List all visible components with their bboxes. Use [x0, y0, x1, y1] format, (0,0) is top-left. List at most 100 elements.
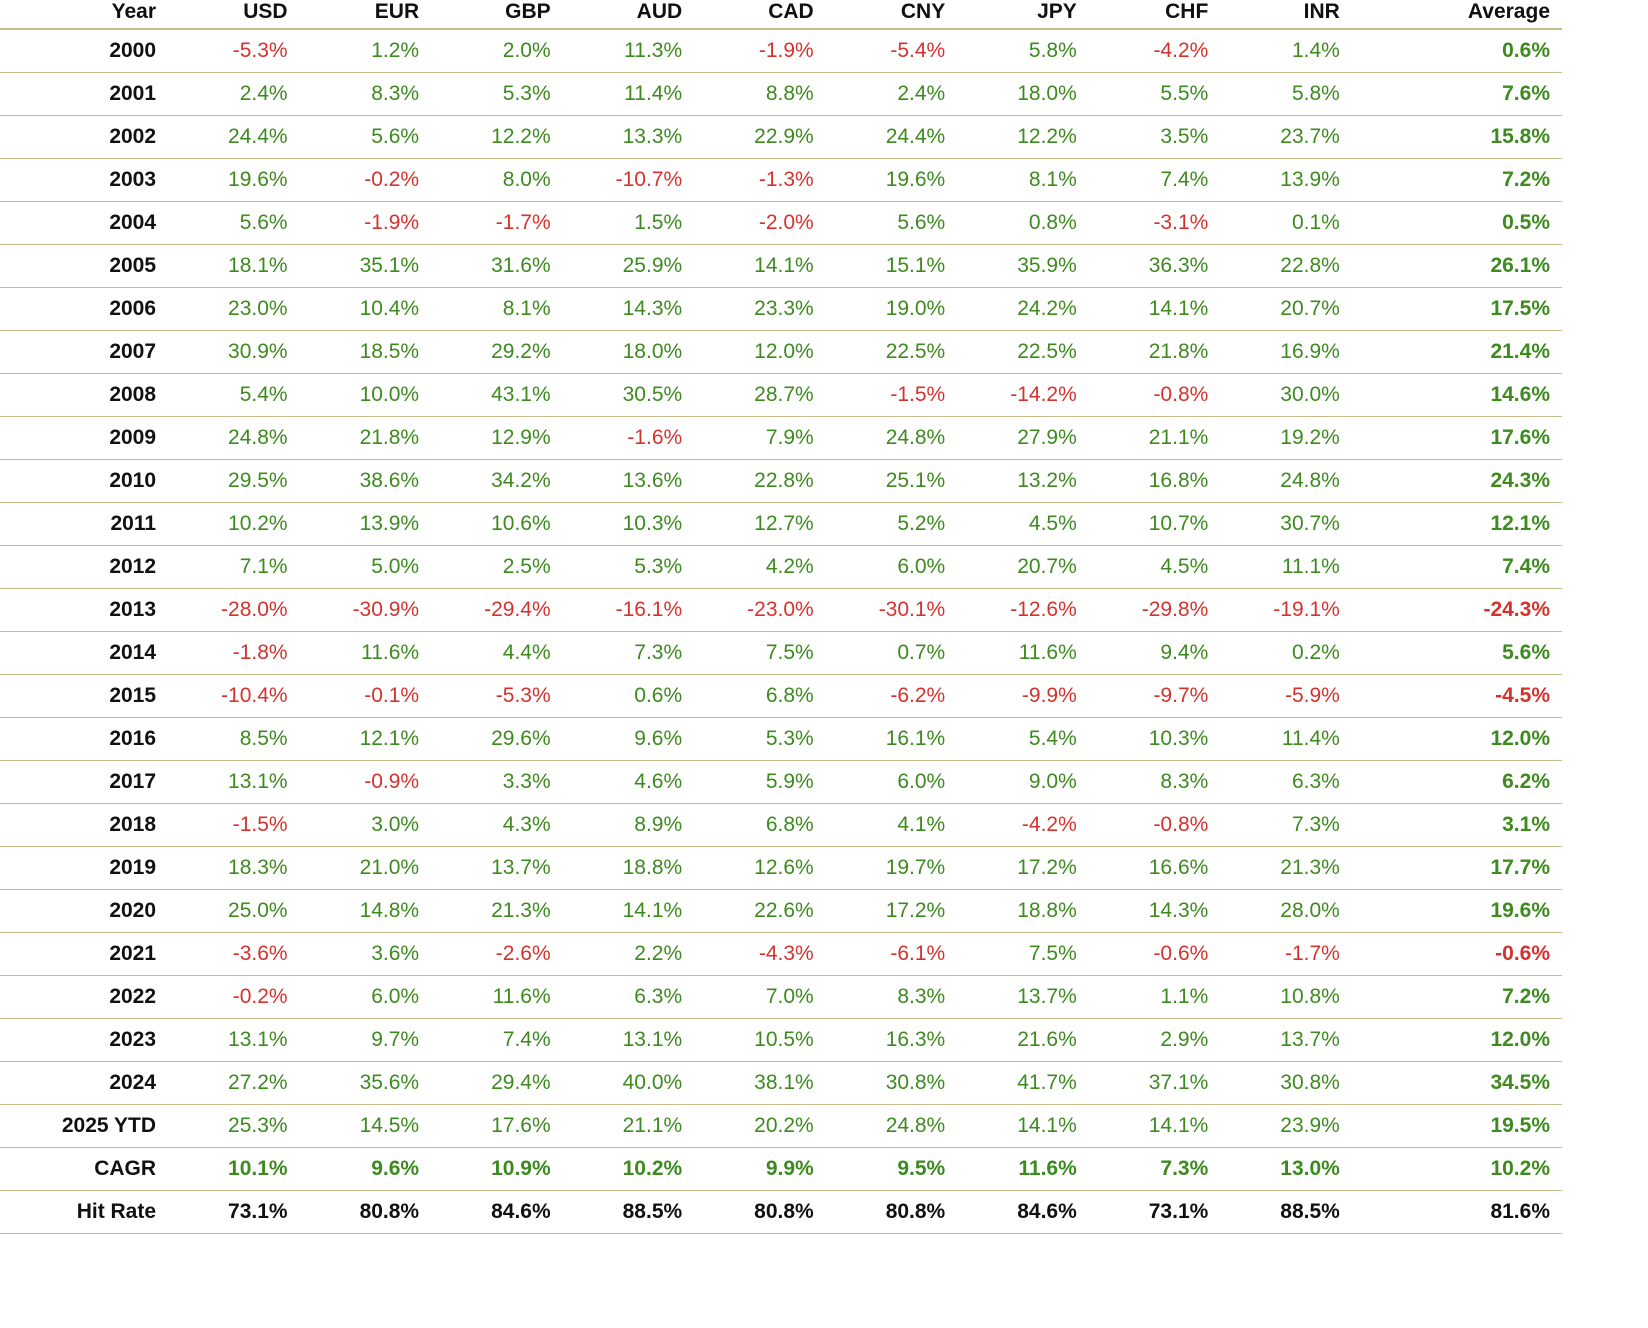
cell-gbp: 13.7% — [431, 846, 563, 890]
cell-cny: -1.5% — [825, 373, 958, 417]
cell-aud: 13.3% — [562, 115, 695, 159]
returns-table: Year USD EUR GBP AUD CAD CNY JPY CHF INR Average 2… — [0, 0, 1562, 1234]
cell-gbp: 17.6% — [431, 1104, 563, 1148]
cell-aud: 0.6% — [562, 674, 695, 718]
table-row: 2003 19.6% -0.2% 8.0% -10.7% -1.3% 19.6% 8.1% 7.… — [0, 158, 1562, 202]
cell-usd: 27.2% — [168, 1061, 300, 1105]
cell-cad: 7.9% — [694, 416, 826, 460]
cell-average: 34.5% — [1351, 1061, 1562, 1105]
row-label: 2009 — [0, 416, 169, 460]
cell-eur: -0.2% — [299, 158, 432, 202]
cell-chf: -0.8% — [1088, 373, 1221, 417]
cell-average: 12.0% — [1351, 1018, 1562, 1062]
table-row: 2017 13.1% -0.9% 3.3% 4.6% 5.9% 6.0% 9.0% 8.3% 6.… — [0, 760, 1562, 804]
cell-average: 24.3% — [1351, 459, 1562, 503]
cell-jpy: 84.6% — [957, 1190, 1089, 1234]
cell-chf: 7.4% — [1088, 158, 1221, 202]
cell-cad: 12.0% — [694, 330, 826, 374]
row-label: 2008 — [0, 373, 169, 417]
row-label: Hit Rate — [0, 1190, 169, 1234]
cell-usd: -1.5% — [168, 803, 300, 847]
cell-aud: 6.3% — [562, 975, 695, 1019]
cell-inr: 13.7% — [1220, 1018, 1352, 1062]
cell-average: 15.8% — [1351, 115, 1562, 159]
cell-chf: 1.1% — [1088, 975, 1221, 1019]
cell-average: 17.6% — [1351, 416, 1562, 460]
cell-jpy: 18.8% — [957, 889, 1089, 933]
cell-jpy: 13.2% — [957, 459, 1089, 503]
cell-chf: 4.5% — [1088, 545, 1221, 589]
row-label: 2007 — [0, 330, 169, 374]
table-row: 2023 13.1% 9.7% 7.4% 13.1% 10.5% 16.3% 21.6% 2.9… — [0, 1018, 1562, 1062]
cell-gbp: 43.1% — [431, 373, 563, 417]
cell-cad: 4.2% — [694, 545, 826, 589]
cell-average: 19.5% — [1351, 1104, 1562, 1148]
cell-aud: 10.3% — [562, 502, 695, 546]
cell-usd: 18.1% — [168, 244, 300, 288]
cell-chf: -0.8% — [1088, 803, 1221, 847]
cell-eur: 35.1% — [299, 244, 432, 288]
cell-jpy: 22.5% — [957, 330, 1089, 374]
cell-cad: 22.9% — [694, 115, 826, 159]
table-row: 2014 -1.8% 11.6% 4.4% 7.3% 7.5% 0.7% 11.6% 9.4% 0… — [0, 631, 1562, 675]
row-label: 2011 — [0, 502, 169, 546]
cell-inr: 11.1% — [1220, 545, 1352, 589]
cell-inr: 19.2% — [1220, 416, 1352, 460]
cell-cad: 9.9% — [694, 1147, 826, 1191]
table-row: 2006 23.0% 10.4% 8.1% 14.3% 23.3% 19.0% 24.2% 14… — [0, 287, 1562, 331]
cell-average: 7.4% — [1351, 545, 1562, 589]
column-header-chf: CHF — [1088, 0, 1221, 30]
cell-aud: -1.6% — [562, 416, 695, 460]
cell-usd: 8.5% — [168, 717, 300, 761]
cell-jpy: 17.2% — [957, 846, 1089, 890]
cell-cny: 24.8% — [825, 416, 958, 460]
cell-jpy: 13.7% — [957, 975, 1089, 1019]
cell-usd: 30.9% — [168, 330, 300, 374]
cell-chf: 16.6% — [1088, 846, 1221, 890]
cell-aud: 13.6% — [562, 459, 695, 503]
cell-inr: 20.7% — [1220, 287, 1352, 331]
cell-cny: 6.0% — [825, 760, 958, 804]
cell-eur: 12.1% — [299, 717, 432, 761]
cell-usd: -5.3% — [168, 29, 300, 73]
cell-average: 12.1% — [1351, 502, 1562, 546]
cell-gbp: 4.3% — [431, 803, 563, 847]
column-header-gbp: GBP — [431, 0, 563, 30]
cell-cad: -23.0% — [694, 588, 826, 632]
cell-aud: 11.3% — [562, 29, 695, 73]
cell-usd: -10.4% — [168, 674, 300, 718]
cell-eur: 5.6% — [299, 115, 432, 159]
cell-cad: 28.7% — [694, 373, 826, 417]
cell-inr: 21.3% — [1220, 846, 1352, 890]
cell-chf: 5.5% — [1088, 72, 1221, 116]
table-row: 2004 5.6% -1.9% -1.7% 1.5% -2.0% 5.6% 0.8% -3.1%… — [0, 201, 1562, 245]
cell-inr: 0.2% — [1220, 631, 1352, 675]
cell-eur: 1.2% — [299, 29, 432, 73]
cell-jpy: 41.7% — [957, 1061, 1089, 1105]
cell-usd: 24.4% — [168, 115, 300, 159]
cell-cad: 38.1% — [694, 1061, 826, 1105]
cell-chf: 7.3% — [1088, 1147, 1221, 1191]
row-label: 2014 — [0, 631, 169, 675]
cell-jpy: 8.1% — [957, 158, 1089, 202]
row-label: 2015 — [0, 674, 169, 718]
cell-average: -4.5% — [1351, 674, 1562, 718]
cell-usd: -3.6% — [168, 932, 300, 976]
cell-cny: 16.1% — [825, 717, 958, 761]
cell-usd: 5.6% — [168, 201, 300, 245]
cell-jpy: 27.9% — [957, 416, 1089, 460]
cell-cad: 22.6% — [694, 889, 826, 933]
cell-cad: -1.3% — [694, 158, 826, 202]
cell-gbp: 12.9% — [431, 416, 563, 460]
cell-cny: 6.0% — [825, 545, 958, 589]
cell-gbp: 29.4% — [431, 1061, 563, 1105]
row-label: 2017 — [0, 760, 169, 804]
cell-cad: 6.8% — [694, 674, 826, 718]
row-label: 2018 — [0, 803, 169, 847]
cell-average: 7.2% — [1351, 975, 1562, 1019]
cell-gbp: 12.2% — [431, 115, 563, 159]
cell-cny: 19.6% — [825, 158, 958, 202]
table-row: 2000 -5.3% 1.2% 2.0% 11.3% -1.9% -5.4% 5.8% -4.2… — [0, 29, 1562, 73]
cell-aud: -16.1% — [562, 588, 695, 632]
table-row: 2021 -3.6% 3.6% -2.6% 2.2% -4.3% -6.1% 7.5% -0.6… — [0, 932, 1562, 976]
